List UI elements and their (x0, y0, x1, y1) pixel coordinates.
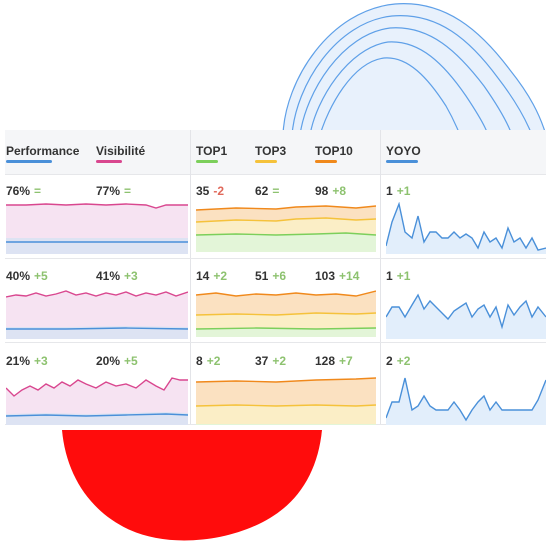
top10-delta: +14 (339, 269, 360, 283)
top10-value: 128 (315, 354, 336, 368)
row1-top-sparkline (196, 205, 376, 252)
table-header (5, 130, 546, 175)
row3-top10: 128 +7 (315, 354, 353, 368)
top10-delta: +8 (332, 184, 347, 198)
yoyo-value: 1 (386, 269, 393, 283)
header-performance[interactable]: Performance (6, 144, 80, 158)
row2-top3: 51 +6 (255, 269, 286, 283)
top3-value: 62 (255, 184, 269, 198)
performance-value: 40% (6, 269, 31, 283)
row1-performance: 76% = (6, 184, 41, 198)
row-divider (5, 258, 546, 259)
row1-performance-sparkline (6, 203, 188, 254)
top3-value: 37 (255, 354, 269, 368)
row2-performance: 40% +5 (6, 269, 48, 283)
row3-performance: 21% +3 (6, 354, 48, 368)
header-top10[interactable]: TOP10 (315, 144, 353, 158)
yoyo-value: 2 (386, 354, 393, 368)
row3-yoyo: 2 +2 (386, 354, 410, 368)
top10-legend-line (315, 160, 337, 163)
header-top1[interactable]: TOP1 (196, 144, 228, 158)
top1-value: 35 (196, 184, 210, 198)
row3-top-sparkline (196, 377, 376, 425)
row2-yoyo-sparkline (386, 293, 546, 339)
yoyo-delta: +1 (396, 184, 411, 198)
row3-yoyo-sparkline (386, 377, 546, 425)
top3-delta: = (272, 184, 280, 198)
top3-legend-line (255, 160, 277, 163)
top10-value: 103 (315, 269, 336, 283)
visibilite-delta: +3 (124, 269, 138, 283)
row2-yoyo: 1 +1 (386, 269, 410, 283)
metrics-table: Performance Visibilité TOP1 TOP3 TOP10 Y… (5, 130, 546, 425)
yoyo-legend-line (386, 160, 418, 163)
row1-top10: 98 +8 (315, 184, 346, 198)
top10-delta: +7 (339, 354, 353, 368)
visibilite-delta: +5 (124, 354, 138, 368)
row1-top1: 35 -2 (196, 184, 224, 198)
row2-top10: 103 +14 (315, 269, 359, 283)
top1-delta: +2 (206, 354, 221, 368)
row2-top1: 14 +2 (196, 269, 227, 283)
row3-visibilite: 20% +5 (96, 354, 138, 368)
yoyo-value: 1 (386, 184, 393, 198)
performance-value: 21% (6, 354, 31, 368)
header-yoyo[interactable]: YOYO (386, 144, 421, 158)
visibilite-value: 41% (96, 269, 121, 283)
visibilite-delta: = (124, 184, 132, 198)
header-visibilite[interactable]: Visibilité (96, 144, 146, 158)
top3-delta: +6 (272, 269, 287, 283)
row1-yoyo: 1 +1 (386, 184, 410, 198)
top3-value: 51 (255, 269, 269, 283)
performance-legend-line (6, 160, 52, 163)
row2-top-sparkline (196, 290, 376, 337)
decorative-contour-shape (282, 3, 546, 135)
top1-value: 14 (196, 269, 210, 283)
yoyo-delta: +1 (396, 269, 411, 283)
row3-top3: 37 +2 (255, 354, 286, 368)
decorative-red-shape (62, 430, 322, 541)
row-divider (5, 342, 546, 343)
row1-top3: 62 = (255, 184, 279, 198)
performance-delta: +3 (34, 354, 48, 368)
row1-visibilite: 77% = (96, 184, 131, 198)
top1-value: 8 (196, 354, 203, 368)
performance-delta: +5 (34, 269, 48, 283)
visibilite-value: 77% (96, 184, 121, 198)
top3-delta: +2 (272, 354, 287, 368)
performance-delta: = (34, 184, 42, 198)
row3-top1: 8 +2 (196, 354, 220, 368)
top1-legend-line (196, 160, 218, 163)
row2-performance-sparkline (6, 290, 188, 339)
top1-delta: -2 (213, 184, 225, 198)
column-divider (380, 130, 381, 425)
top1-delta: +2 (213, 269, 228, 283)
row2-visibilite: 41% +3 (96, 269, 138, 283)
header-top3[interactable]: TOP3 (255, 144, 287, 158)
yoyo-delta: +2 (396, 354, 411, 368)
performance-value: 76% (6, 184, 31, 198)
row3-performance-sparkline (6, 377, 188, 425)
visibilite-legend-line (96, 160, 122, 163)
top10-value: 98 (315, 184, 329, 198)
column-divider (190, 130, 191, 425)
row1-yoyo-sparkline (386, 202, 546, 254)
visibilite-value: 20% (96, 354, 121, 368)
